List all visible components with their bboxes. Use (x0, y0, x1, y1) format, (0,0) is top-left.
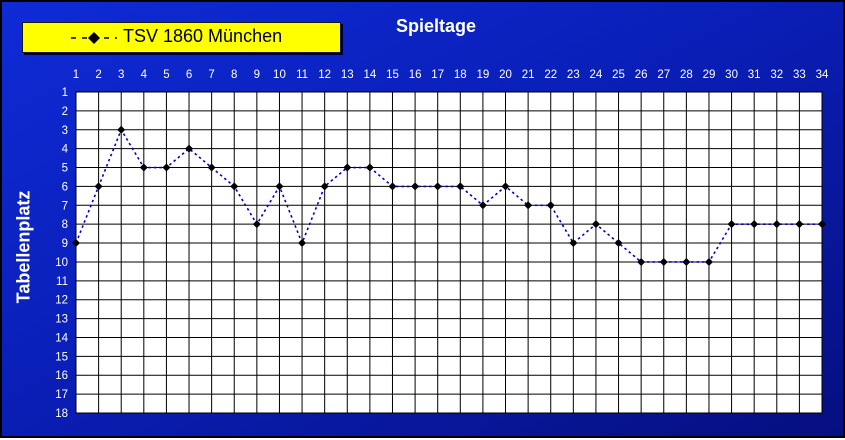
y-tick-label: 7 (62, 200, 68, 212)
data-point (546, 201, 555, 210)
x-tick-label: 10 (273, 69, 286, 81)
data-point (298, 239, 307, 248)
data-point (478, 201, 487, 210)
x-axis-ticks: 1 2 3 4 5 6 7 8 9 10 11 12 13 14 15 16 17 18 19 20 21 22 23 24 2… (73, 69, 829, 81)
x-tick-label: 21 (522, 69, 535, 81)
chart-title: Spieltage (395, 16, 477, 36)
x-tick-label: 27 (657, 69, 670, 81)
y-tick-label: 16 (55, 370, 68, 382)
y-tick-label: 15 (55, 351, 68, 363)
x-tick-label: 23 (567, 69, 580, 81)
plot-grid (75, 91, 823, 414)
y-tick-label: 14 (55, 332, 68, 344)
data-point (388, 182, 397, 191)
x-tick-label: 7 (208, 69, 214, 81)
x-tick-label: 3 (118, 69, 124, 81)
plot-area (75, 91, 823, 414)
x-tick-label: 30 (725, 69, 738, 81)
series-group (72, 125, 826, 266)
x-tick-label: 20 (499, 69, 512, 81)
data-point (659, 257, 668, 266)
data-point (795, 220, 804, 229)
y-tick-label: 9 (62, 238, 68, 250)
y-tick-label: 2 (62, 106, 68, 118)
chart-legend: TSV 1860 München (22, 22, 341, 53)
x-tick-label: 34 (816, 69, 829, 81)
data-point (818, 220, 826, 229)
y-tick-label: 5 (62, 163, 68, 175)
x-tick-label: 15 (386, 69, 399, 81)
data-point (727, 220, 736, 229)
data-point (162, 163, 171, 172)
data-point (704, 257, 713, 266)
data-point (614, 239, 623, 248)
data-point (411, 182, 420, 191)
x-tick-label: 26 (635, 69, 648, 81)
x-tick-label: 12 (318, 69, 331, 81)
data-point (72, 239, 80, 248)
x-tick-label: 5 (163, 69, 169, 81)
data-point (591, 220, 600, 229)
data-point (139, 163, 148, 172)
data-point (185, 144, 194, 153)
data-point (207, 163, 216, 172)
y-tick-label: 17 (55, 389, 68, 401)
y-tick-label: 13 (55, 314, 68, 326)
data-point (569, 239, 578, 248)
x-tick-label: 31 (748, 69, 761, 81)
data-point (117, 125, 126, 134)
x-tick-label: 8 (231, 69, 237, 81)
data-point (343, 163, 352, 172)
series-line (75, 127, 822, 263)
data-point (456, 182, 465, 191)
data-point (682, 257, 691, 266)
y-tick-label: 3 (62, 125, 68, 137)
y-tick-label: 18 (55, 408, 68, 420)
legend-series-label: TSV 1860 München (123, 26, 283, 46)
y-tick-label: 6 (62, 181, 68, 193)
y-tick-label: 11 (56, 276, 68, 288)
x-tick-label: 32 (770, 69, 783, 81)
data-point (275, 182, 284, 191)
data-point (750, 220, 759, 229)
data-point (433, 182, 442, 191)
y-tick-label: 8 (62, 219, 68, 231)
data-point (365, 163, 374, 172)
data-point (320, 182, 329, 191)
x-tick-label: 2 (95, 69, 101, 81)
x-tick-label: 18 (454, 69, 467, 81)
x-tick-label: 16 (409, 69, 422, 81)
data-point (94, 182, 103, 191)
y-tick-label: 10 (55, 257, 68, 269)
data-point (637, 257, 646, 266)
data-point (230, 182, 239, 191)
x-tick-label: 9 (254, 69, 260, 81)
x-tick-label: 33 (793, 69, 806, 81)
y-tick-label: 12 (55, 295, 68, 307)
data-point (252, 220, 261, 229)
data-point (524, 201, 533, 210)
x-tick-label: 19 (477, 69, 490, 81)
x-tick-label: 4 (141, 69, 148, 81)
x-tick-label: 14 (363, 69, 376, 81)
x-tick-label: 6 (186, 69, 192, 81)
x-tick-label: 28 (680, 69, 693, 81)
x-tick-label: 1 (73, 69, 79, 81)
y-tick-label: 1 (62, 87, 68, 99)
legend-series-symbol (71, 32, 117, 44)
x-tick-label: 11 (296, 69, 308, 81)
data-point (772, 220, 781, 229)
x-tick-label: 29 (703, 69, 716, 81)
data-point (501, 182, 510, 191)
y-tick-label: 4 (62, 144, 69, 156)
x-tick-label: 22 (544, 69, 557, 81)
x-tick-label: 25 (612, 69, 625, 81)
x-tick-label: 13 (341, 69, 354, 81)
x-tick-label: 17 (431, 69, 444, 81)
x-tick-label: 24 (590, 69, 603, 81)
